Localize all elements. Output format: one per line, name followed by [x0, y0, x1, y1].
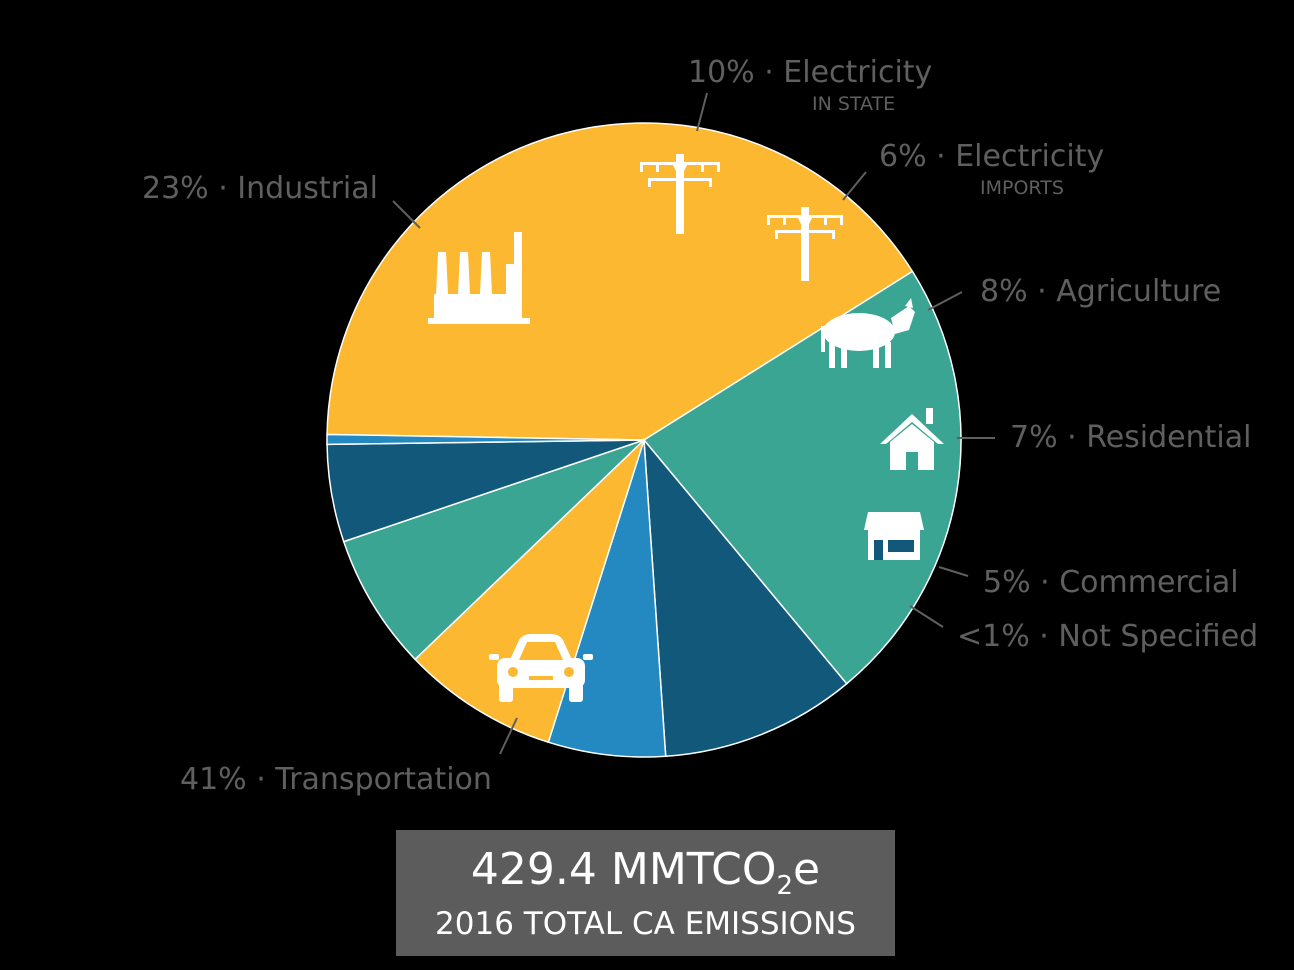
- pie-slice-not-specified: [326, 433, 645, 446]
- total-value-text: 429.4 MMTCO: [470, 844, 777, 895]
- total-value-subscript: 2: [776, 871, 793, 901]
- factory-icon: [428, 232, 530, 324]
- slice-label-not-specified: <1% · Not Specified: [957, 619, 1258, 654]
- slice-label-industrial: 23% · Industrial: [142, 171, 378, 206]
- total-emissions-value: 429.4 MMTCO2e: [396, 844, 895, 899]
- leader-line-not-specified: [909, 605, 944, 628]
- storefront-icon: [864, 512, 924, 560]
- pie-slice-transportation: [326, 122, 914, 441]
- pie-slice-residential: [342, 439, 645, 661]
- house-icon: [880, 408, 944, 470]
- slice-label-agriculture: 8% · Agriculture: [980, 274, 1221, 309]
- pie-slice-electricity-in-state: [643, 437, 848, 758]
- power-tower-icon: [767, 207, 843, 281]
- leader-line-electricity-imports: [842, 171, 867, 201]
- cow-icon: [821, 298, 915, 368]
- slice-label-residential: 7% · Residential: [1010, 420, 1251, 455]
- slice-label-electricity-imports: 6% · Electricity: [879, 139, 1104, 174]
- total-emissions-caption: 2016 TOTAL CA EMISSIONS: [435, 906, 856, 942]
- power-tower-icon: [640, 154, 720, 234]
- car-icon: [489, 634, 593, 702]
- slice-label-electricity-in-state: 10% · Electricity: [688, 55, 932, 90]
- pie-slice-agriculture: [414, 439, 645, 744]
- leader-line-agriculture: [927, 291, 963, 311]
- slice-sublabel-electricity-in-state: IN STATE: [812, 93, 895, 115]
- total-value-suffix: e: [793, 844, 821, 895]
- leader-line-commercial: [938, 566, 969, 577]
- leader-line-transportation: [499, 717, 518, 755]
- slice-sublabel-electricity-imports: IMPORTS: [980, 177, 1064, 199]
- leader-line-electricity-in-state: [696, 92, 708, 132]
- slice-label-commercial: 5% · Commercial: [983, 565, 1239, 600]
- total-emissions-box: 429.4 MMTCO2e 2016 TOTAL CA EMISSIONS: [396, 830, 895, 956]
- leader-line-industrial: [392, 200, 421, 229]
- pie-slice-industrial: [642, 270, 962, 685]
- slice-label-transportation: 41% · Transportation: [180, 762, 492, 797]
